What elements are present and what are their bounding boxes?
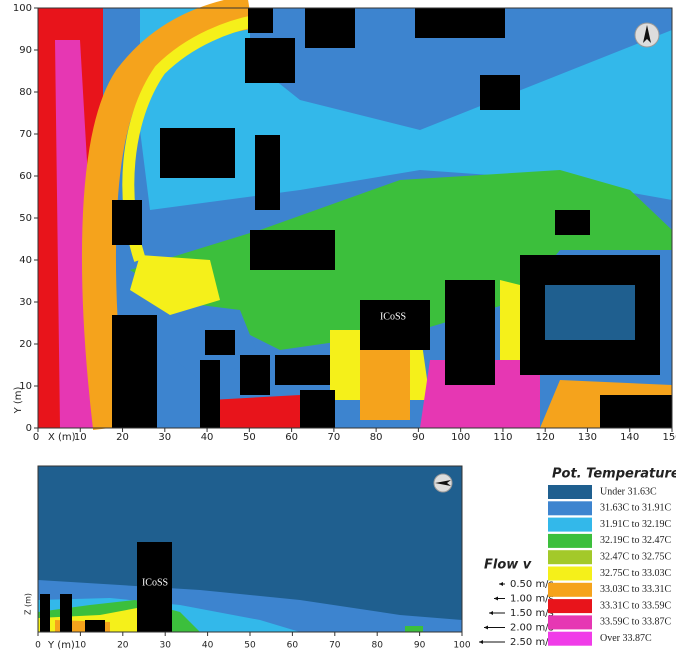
x-tick-label: 140 [620, 432, 639, 443]
x-tick-label: 10 [74, 432, 87, 443]
legend-label: Over 33.87C [600, 633, 652, 644]
y-axis-label: Y (m) [13, 386, 24, 414]
legend-label: 31.91C to 32.19C [600, 519, 671, 530]
x-tick-label: 70 [327, 432, 340, 443]
legend-swatch [548, 550, 592, 565]
x-tick-label: 80 [371, 641, 383, 651]
section-x-label: Y (m) [47, 640, 75, 651]
x-tick-label: 150 [662, 432, 676, 443]
flow-arrow-head [479, 640, 483, 644]
x-tick-label: 60 [287, 641, 299, 651]
y-tick-label: 80 [19, 87, 32, 98]
x-tick-label: 40 [201, 432, 214, 443]
legend-swatch [548, 599, 592, 614]
x-tick-label: 40 [202, 641, 214, 651]
legend-label: 32.47C to 32.75C [600, 551, 671, 562]
legend-label: 33.59C to 33.87C [600, 617, 671, 628]
flow-legend-title: Flow v [484, 558, 532, 573]
x-tick-label: 100 [451, 432, 470, 443]
y-tick-label: 50 [19, 213, 32, 224]
legend-swatch [548, 501, 592, 516]
legend-swatch [548, 517, 592, 532]
y-tick-label: 40 [19, 255, 32, 266]
legend-swatch [548, 533, 592, 548]
legend-swatch [548, 566, 592, 581]
x-tick-label: 0 [33, 432, 39, 443]
legend-label: 33.31C to 33.59C [600, 600, 671, 611]
flow-legend: 0.50 m/s 1.00 m/s 1.50 m/s 2.00 m/s 2.50 m/s [479, 579, 554, 648]
flow-legend-label: 2.00 m/s [510, 623, 554, 634]
x-tick-label: 130 [578, 432, 597, 443]
x-tick-label: 10 [75, 641, 87, 651]
y-tick-label: 70 [19, 129, 32, 140]
legend-swatch [548, 631, 592, 646]
section-map [37, 465, 463, 633]
flow-arrow-head [494, 596, 498, 601]
x-tick-label: 80 [370, 432, 383, 443]
x-tick-label: 60 [285, 432, 298, 443]
flow-legend-label: 0.50 m/s [510, 579, 554, 590]
temp-legend: Under 31.63C 31.63C to 31.91C 31.91C to 32… [548, 485, 671, 646]
plan-map [37, 0, 673, 430]
y-tick-label: 100 [13, 3, 32, 14]
x-tick-label: 30 [159, 641, 171, 651]
legend-swatch [548, 615, 592, 630]
x-tick-label: 90 [414, 641, 426, 651]
x-tick-label: 30 [158, 432, 171, 443]
flow-legend-label: 1.00 m/s [510, 594, 554, 605]
flow-arrow-head [489, 611, 493, 615]
section-annotation: ICoSS [142, 577, 168, 588]
flow-arrow-head [484, 625, 488, 630]
legend-label: 31.63C to 31.91C [600, 503, 671, 514]
section-ticks: 0 10 20 30 40 50 60 70 80 90 100 [35, 632, 471, 651]
x-tick-label: 0 [35, 641, 41, 651]
legend-label: 32.75C to 33.03C [600, 568, 671, 579]
x-tick-label: 90 [412, 432, 425, 443]
flow-legend-label: 2.50 m/s [510, 637, 554, 648]
plan-annotation: ICoSS [380, 311, 406, 322]
flow-legend-label: 1.50 m/s [510, 608, 554, 619]
y-tick-label: 90 [19, 45, 32, 56]
x-tick-label: 110 [493, 432, 512, 443]
x-tick-label: 70 [329, 641, 341, 651]
y-tick-label: 30 [19, 297, 32, 308]
y-tick-label: 60 [19, 171, 32, 182]
x-tick-label: 100 [453, 641, 470, 651]
temp-legend-title: Pot. Temperature [552, 467, 676, 482]
y-tick-label: 10 [19, 381, 32, 392]
legend-label: Under 31.63C [600, 486, 657, 497]
y-tick-label: 20 [19, 339, 32, 350]
section-y-label: Z (m) [24, 593, 33, 615]
legend-swatch [548, 582, 592, 597]
x-tick-label: 20 [117, 641, 129, 651]
x-tick-label: 120 [536, 432, 555, 443]
x-tick-label: 20 [116, 432, 129, 443]
legend-label: 32.19C to 32.47C [600, 535, 671, 546]
x-tick-label: 50 [243, 432, 256, 443]
legend-swatch [548, 485, 592, 499]
legend-label: 33.03C to 33.31C [600, 584, 671, 595]
x-axis-label: X (m) [48, 432, 76, 443]
x-tick-label: 50 [244, 641, 256, 651]
plan-ticks: 0 10 20 30 40 50 60 70 80 90 100 110 120 130 140 150 0 10… [13, 3, 676, 443]
y-tick-label: 0 [26, 423, 32, 434]
flow-arrow-head [499, 582, 503, 586]
